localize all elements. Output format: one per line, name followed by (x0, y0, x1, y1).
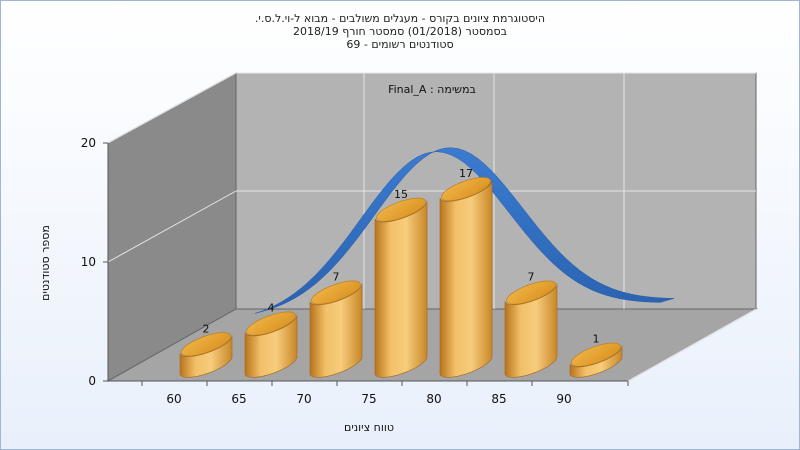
gridline-side-20 (107, 72, 237, 144)
chart-subtitle-semester: בסמסטר (01/2018) סמסטר חורף 2018/19 (293, 25, 507, 38)
floor-front-edge (627, 308, 757, 382)
bar-top (506, 280, 556, 305)
assignment-label: במשימה : Final_A (388, 83, 476, 96)
bar-value-label: 7 (333, 271, 340, 284)
y-tick-label: 0 (88, 374, 96, 388)
bar-value-label: 15 (394, 188, 408, 201)
bar-value-label: 2 (203, 322, 210, 335)
bar-70-75 (309, 280, 363, 378)
bar-top (311, 280, 361, 305)
chart-title: היסטוגרמת ציונים בקורס - מעגלים משולבים … (254, 12, 546, 25)
bar-body (374, 200, 428, 378)
x-tick-label: 90 (556, 392, 571, 406)
x-tick-label: 65 (231, 392, 246, 406)
bar-value-label: 4 (268, 302, 275, 315)
bar-90-95 (569, 342, 623, 378)
bar-top (246, 311, 296, 336)
bar-value-label: 1 (593, 333, 600, 346)
y-tick-label: 10 (81, 255, 96, 269)
bar-body (179, 335, 233, 378)
x-tick-label: 60 (166, 392, 181, 406)
bar-80-85 (439, 177, 493, 378)
bar-75-80 (374, 197, 428, 378)
bar-65-70 (244, 311, 298, 378)
bar-body (569, 345, 623, 378)
y-axis-title: מספר סטודנטים (39, 225, 52, 301)
y-tick-label: 20 (81, 136, 96, 150)
bar-top (376, 197, 426, 222)
bar-body (244, 314, 298, 378)
bar-body (439, 179, 493, 378)
bar-top (181, 332, 231, 357)
bar-top (441, 177, 491, 201)
x-axis-title: טווח ציונים (344, 421, 394, 434)
x-tick-label: 85 (491, 392, 506, 406)
bar-top (571, 342, 621, 367)
bar-value-label: 7 (528, 271, 535, 284)
x-tick-label: 75 (361, 392, 376, 406)
chart-subtitle-students: סטודנטים רשומים - 69 (346, 38, 454, 51)
bar-85-90 (504, 280, 558, 378)
x-tick-label: 70 (296, 392, 311, 406)
bar-body (504, 283, 558, 378)
gridline-side-10 (107, 190, 237, 263)
normal-fit-curve (254, 147, 675, 314)
bar-value-label: 17 (459, 167, 473, 180)
bar-body (309, 283, 363, 378)
x-tick-label: 80 (426, 392, 441, 406)
bar-60-65 (179, 332, 233, 378)
